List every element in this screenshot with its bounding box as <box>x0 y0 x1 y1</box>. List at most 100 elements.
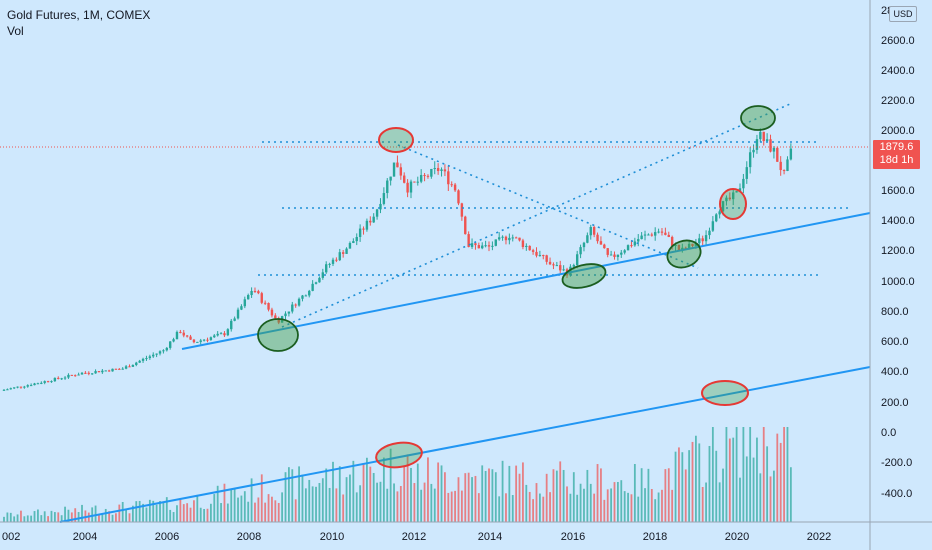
candle-body <box>192 339 196 343</box>
annotation-ellipse-2020-high <box>740 105 776 131</box>
volume-bar <box>678 447 680 522</box>
volume-bar <box>661 489 663 522</box>
volume-bar <box>603 499 606 522</box>
volume-bar <box>471 477 473 522</box>
candle-body <box>440 169 443 171</box>
candle-body <box>270 309 274 316</box>
candle-body <box>742 178 745 189</box>
volume-bar <box>742 427 745 522</box>
candle-body <box>633 241 637 246</box>
candle-body <box>521 240 525 248</box>
candle-body <box>582 242 586 248</box>
volume-bar <box>13 516 16 522</box>
volume-bar <box>250 478 253 522</box>
candle-body <box>16 386 19 388</box>
candle-body <box>575 254 579 266</box>
volume-bar <box>535 483 538 522</box>
volume-bar <box>33 511 36 522</box>
volume-bar <box>562 469 565 522</box>
volume-bar <box>759 473 762 522</box>
candle-body <box>409 181 413 193</box>
time-axis-label: 2004 <box>73 531 97 543</box>
candle-body <box>674 244 677 247</box>
volume-bar <box>725 427 728 522</box>
volume-bar <box>559 461 562 522</box>
candle-body <box>325 264 328 273</box>
candle-body <box>114 368 118 370</box>
volume-bar <box>118 504 121 522</box>
volume-legend[interactable]: Vol <box>7 24 24 38</box>
price-axis-label: 2000.0 <box>881 125 915 137</box>
volume-bar <box>335 488 338 522</box>
candle-body <box>430 168 433 177</box>
volume-bar <box>26 515 29 522</box>
candle-body <box>453 184 457 191</box>
time-axis-label: 2006 <box>155 531 179 543</box>
candle-body <box>12 387 16 389</box>
symbol-title[interactable]: Gold Futures, 1M, COMEX <box>7 8 151 22</box>
volume-bar <box>182 504 185 522</box>
candle-body <box>185 335 189 337</box>
candle-body <box>647 234 650 236</box>
volume-bar <box>732 437 735 522</box>
candle-body <box>667 234 670 237</box>
volume-bar <box>667 468 670 522</box>
candle-body <box>657 231 660 233</box>
volume-bar <box>209 503 212 522</box>
candle-body <box>284 313 287 317</box>
time-axis-label: 2010 <box>320 531 344 543</box>
volume-bar <box>620 480 623 522</box>
volume-bar <box>501 460 504 522</box>
volume-bar <box>542 496 545 522</box>
candle-body <box>586 235 589 243</box>
candle-body <box>240 306 243 310</box>
volume-bar <box>165 497 168 522</box>
volume-bar <box>413 483 416 522</box>
candle-body <box>664 232 667 235</box>
volume-bar <box>311 486 314 522</box>
volume-bar <box>464 473 467 522</box>
candle-body <box>253 290 257 292</box>
volume-bar <box>583 488 585 522</box>
candle-body <box>236 309 240 319</box>
candle-body <box>687 243 691 249</box>
volume-bar <box>379 481 382 522</box>
currency-label[interactable]: USD <box>889 6 917 22</box>
candle-body <box>250 290 253 296</box>
candle-body <box>616 254 620 257</box>
volume-bar <box>718 482 721 522</box>
volume-bar <box>715 450 718 522</box>
volume-bar <box>532 499 534 522</box>
annotation-ellipse-volume-2011 <box>375 441 423 469</box>
price-axis-label: 2400.0 <box>881 65 915 77</box>
candle-body <box>514 237 518 239</box>
candle-body <box>277 318 280 323</box>
volume-bar <box>525 484 528 522</box>
price-axis-label: 0.0 <box>881 427 896 439</box>
volume-bar <box>74 508 77 522</box>
volume-bar <box>81 504 83 522</box>
candle-body <box>569 266 572 276</box>
volume-bar <box>698 443 701 522</box>
candle-body <box>382 193 386 204</box>
candle-body <box>426 175 430 177</box>
candle-body <box>43 381 46 383</box>
candle-body <box>90 373 94 375</box>
volume-bar <box>277 502 280 522</box>
candle-body <box>406 182 409 193</box>
candle-body <box>118 368 121 370</box>
candle-body <box>87 372 90 374</box>
volume-bar <box>762 427 765 522</box>
candle-body <box>552 264 555 266</box>
candle-body <box>74 375 77 377</box>
volume-bar <box>596 464 599 522</box>
candle-body <box>392 162 396 177</box>
price-support-trendline <box>181 212 871 350</box>
volume-bar <box>196 494 199 522</box>
time-axis: 002 2004 2006 2008 2010 2012 2014 2016 2018 2020 2… <box>2 531 831 543</box>
candle-body <box>372 216 375 223</box>
candle-body <box>135 362 138 365</box>
volume-bar <box>362 463 365 522</box>
candle-body <box>121 368 124 370</box>
